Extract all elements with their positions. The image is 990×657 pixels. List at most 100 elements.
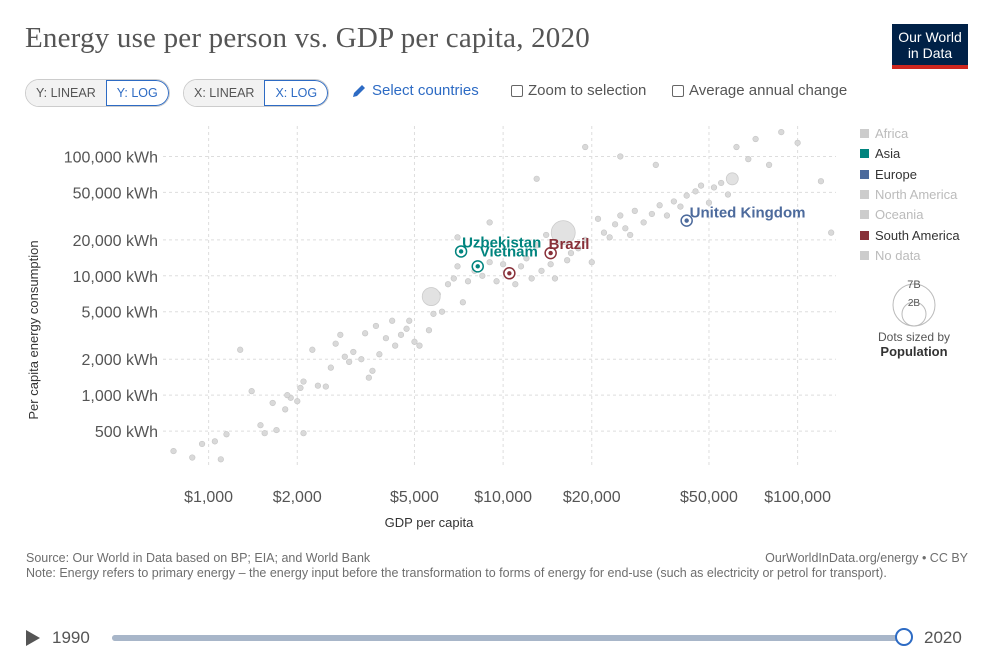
x-log-button[interactable]: X: LOG <box>264 80 329 106</box>
background-point <box>551 275 559 282</box>
background-point <box>640 219 647 226</box>
background-point <box>663 212 671 219</box>
sized-metric-text: Population <box>880 344 948 359</box>
legend-item[interactable]: South America <box>860 228 960 243</box>
background-point <box>479 272 486 279</box>
background-point <box>358 356 365 363</box>
background-point <box>337 331 344 338</box>
tick-labels: $1,000 $2,000 $5,000 $10,000 $20,000 $50,000 $… <box>64 149 831 506</box>
background-point <box>300 430 307 437</box>
size-legend-icon: 7B 2B <box>892 279 936 327</box>
background-point <box>486 219 493 226</box>
logo-line1: Our World <box>898 29 962 45</box>
background-point <box>733 143 740 151</box>
background-point <box>533 242 540 249</box>
point-label: United Kingdom <box>690 205 806 222</box>
legend-item[interactable]: Africa <box>860 126 908 141</box>
timeline-end-year: 2020 <box>924 628 962 647</box>
background-point <box>444 281 452 288</box>
background-point <box>189 454 196 461</box>
legend-swatch <box>860 149 869 159</box>
background-point <box>627 231 634 239</box>
legend-item[interactable]: Europe <box>860 167 917 182</box>
background-point <box>459 299 466 306</box>
legend-item[interactable]: No data <box>860 248 921 263</box>
background-point <box>600 229 608 236</box>
select-countries-button[interactable]: Select countries <box>351 82 479 99</box>
background-point <box>223 431 230 438</box>
legend-item[interactable]: North America <box>860 187 957 202</box>
background-point <box>517 263 525 270</box>
background-point <box>656 202 663 209</box>
point-label: Brazil <box>549 236 590 253</box>
average-annual-change-checkbox[interactable]: Average annual change <box>672 82 847 99</box>
legend-label: Africa <box>875 126 909 141</box>
x-tick-label: $10,000 <box>474 489 532 506</box>
checkbox-icon <box>672 84 684 97</box>
logo-line2: in Data <box>907 45 953 61</box>
background-point <box>269 399 276 407</box>
legend-item[interactable]: Asia <box>860 146 900 161</box>
avg-change-label: Average annual change <box>689 82 848 99</box>
legend-swatch <box>860 250 869 260</box>
background-point <box>670 198 677 205</box>
x-linear-button[interactable]: X: LINEAR <box>184 80 265 106</box>
background-point <box>369 367 376 374</box>
background-point <box>697 182 705 189</box>
y-tick-label: 100,000 kWh <box>64 149 158 166</box>
background-point <box>622 225 629 232</box>
legend-label: Europe <box>875 166 917 182</box>
play-icon[interactable] <box>24 628 44 648</box>
background-point <box>350 348 357 356</box>
y-linear-button[interactable]: Y: LINEAR <box>26 80 106 106</box>
background-point <box>327 364 334 371</box>
background-point <box>677 203 684 210</box>
background-point <box>724 191 732 198</box>
background-point <box>425 327 433 334</box>
y-log-button[interactable]: Y: LOG <box>105 80 169 106</box>
x-tick-label: $50,000 <box>680 489 738 506</box>
background-point <box>528 275 535 282</box>
background-point <box>594 215 602 222</box>
legend-item[interactable]: Oceania <box>860 207 923 222</box>
background-point <box>392 342 399 349</box>
background-point <box>683 192 690 199</box>
y-axis-label: Per capita energy consumption <box>26 240 41 419</box>
background-point <box>710 184 718 191</box>
scatter-chart[interactable]: $1,000 $2,000 $5,000 $10,000 $20,000 $50,000 $… <box>0 0 990 545</box>
point-label: Uzbekistan <box>462 234 541 251</box>
timeline-track[interactable] <box>112 635 904 641</box>
y-tick-label: 1,000 kWh <box>82 388 158 405</box>
background-point <box>648 210 655 218</box>
background-point <box>403 325 410 332</box>
select-countries-label: Select countries <box>372 82 479 99</box>
background-point <box>692 188 699 195</box>
background-point <box>382 335 390 342</box>
background-point <box>582 143 589 151</box>
zoom-to-selection-checkbox[interactable]: Zoom to selection <box>511 82 646 99</box>
background-point <box>237 346 244 353</box>
y-scale-toggle[interactable]: Y: LINEAR Y: LOG <box>25 79 170 107</box>
timeline-handle[interactable] <box>895 628 913 646</box>
x-tick-label: $1,000 <box>184 489 233 506</box>
background-point <box>430 310 437 317</box>
sized-by-text: Dots sized by <box>877 330 951 344</box>
credit-link[interactable]: OurWorldInData.org/energy • CC BY <box>765 551 968 565</box>
highlighted-point-center <box>458 249 464 254</box>
background-point <box>454 263 461 270</box>
legend-label: South America <box>875 227 960 243</box>
x-tick-label: $5,000 <box>390 489 439 506</box>
zoom-label: Zoom to selection <box>528 82 647 99</box>
background-point <box>309 346 316 353</box>
legend-swatch <box>860 210 869 220</box>
population-bubble <box>725 172 739 186</box>
background-point <box>564 257 571 264</box>
x-axis-label: GDP per capita <box>385 515 474 530</box>
x-scale-toggle[interactable]: X: LINEAR X: LOG <box>183 79 330 107</box>
chart-title: Energy use per person vs. GDP per capita… <box>25 22 590 54</box>
background-point <box>582 236 589 243</box>
point-label: Vietnam <box>480 243 538 260</box>
size-legend-caption: Dots sized by Population <box>866 330 962 359</box>
legend-label: No data <box>875 247 921 263</box>
owid-logo[interactable]: Our World in Data <box>892 24 968 69</box>
